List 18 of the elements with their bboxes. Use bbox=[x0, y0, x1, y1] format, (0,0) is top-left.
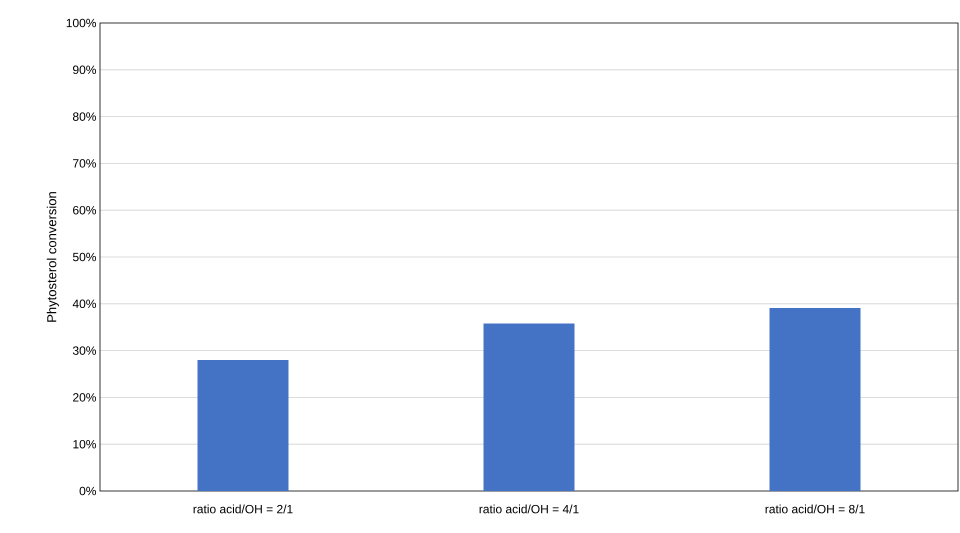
x-tick-label: ratio acid/OH = 2/1 bbox=[194, 504, 293, 514]
y-tick-label: 80% bbox=[72, 112, 96, 121]
y-tick-label: 0% bbox=[80, 486, 96, 496]
y-axis-title: Phytosterol conversion bbox=[46, 192, 59, 322]
y-tick-label: 50% bbox=[72, 252, 96, 262]
x-tick-label: ratio acid/OH = 4/1 bbox=[480, 504, 579, 514]
y-tick-label: 10% bbox=[73, 440, 96, 448]
y-tick-label: 40% bbox=[72, 300, 96, 308]
y-tick-label: 70% bbox=[73, 159, 96, 168]
bar bbox=[198, 360, 288, 491]
y-tick-label: 20% bbox=[73, 393, 96, 402]
bar bbox=[484, 323, 575, 491]
y-tick-label: 30% bbox=[72, 346, 96, 355]
y-tick-label: 100% bbox=[66, 18, 96, 28]
y-tick-label: 60% bbox=[73, 206, 96, 214]
bar bbox=[770, 308, 861, 491]
y-tick-label: 90% bbox=[73, 66, 96, 74]
x-tick-label: ratio acid/OH = 8/1 bbox=[766, 504, 865, 514]
